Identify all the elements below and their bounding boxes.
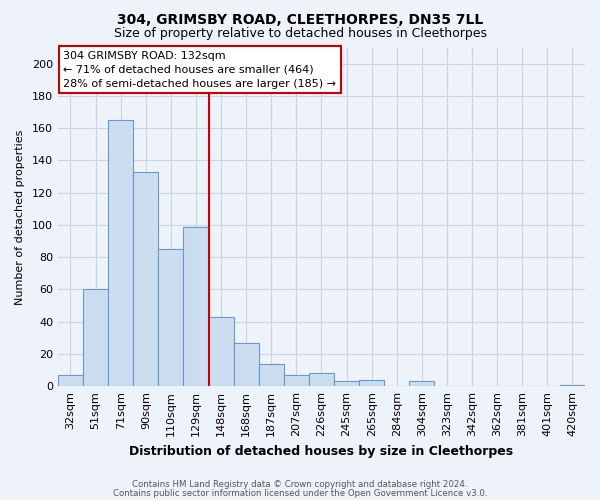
Text: Size of property relative to detached houses in Cleethorpes: Size of property relative to detached ho… <box>113 28 487 40</box>
Bar <box>209 317 233 386</box>
Y-axis label: Number of detached properties: Number of detached properties <box>15 129 25 304</box>
Bar <box>108 120 133 386</box>
Text: Contains public sector information licensed under the Open Government Licence v3: Contains public sector information licen… <box>113 489 487 498</box>
Bar <box>359 380 384 386</box>
Text: 304, GRIMSBY ROAD, CLEETHORPES, DN35 7LL: 304, GRIMSBY ROAD, CLEETHORPES, DN35 7LL <box>117 12 483 26</box>
Bar <box>284 375 309 386</box>
Bar <box>184 226 209 386</box>
Bar <box>83 290 108 386</box>
Text: Contains HM Land Registry data © Crown copyright and database right 2024.: Contains HM Land Registry data © Crown c… <box>132 480 468 489</box>
Bar <box>309 374 334 386</box>
Bar <box>560 384 585 386</box>
Bar <box>133 172 158 386</box>
Bar <box>409 382 434 386</box>
X-axis label: Distribution of detached houses by size in Cleethorpes: Distribution of detached houses by size … <box>130 444 514 458</box>
Bar <box>58 375 83 386</box>
Bar <box>233 342 259 386</box>
Bar <box>158 249 184 386</box>
Text: 304 GRIMSBY ROAD: 132sqm
← 71% of detached houses are smaller (464)
28% of semi-: 304 GRIMSBY ROAD: 132sqm ← 71% of detach… <box>63 51 336 89</box>
Bar <box>259 364 284 386</box>
Bar <box>334 382 359 386</box>
